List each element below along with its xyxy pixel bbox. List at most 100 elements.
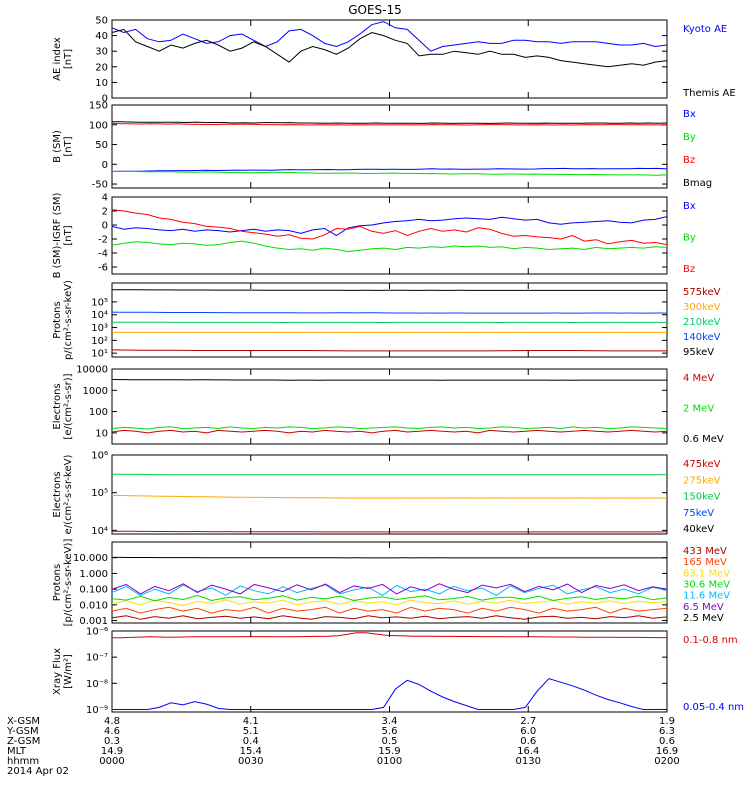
x-row-label: Y-GSM: [6, 726, 39, 737]
x-tick-value: 0030: [238, 756, 263, 767]
x-tick-value: 0000: [99, 756, 124, 767]
y-axis-label-line: [W/m²]: [63, 654, 74, 689]
y-tick-label: 0: [102, 160, 108, 171]
series-line: [112, 311, 667, 314]
x-tick-value: 5.6: [382, 726, 398, 737]
y-axis-label-line: p/(cm²-s-sr-keV): [63, 280, 74, 360]
legend-label: Kyoto AE: [683, 24, 727, 35]
y-axis-label: Electrons [e/(cm²-s-sr)]: [52, 373, 74, 439]
x-tick-value: 4.1: [243, 716, 259, 727]
series-line: [112, 28, 667, 68]
y-tick-label: 10⁴: [91, 526, 108, 537]
y-tick-label: 2: [102, 207, 108, 218]
x-tick-value: 3.4: [382, 716, 398, 727]
y-axis-label-line: e/(cm²-s-sr-keV): [63, 455, 74, 535]
x-tick-value: 0.6: [520, 736, 536, 747]
y-tick-label: 10⁻⁸: [86, 679, 108, 690]
y-tick-label: -6: [98, 263, 108, 274]
legend-label: 30.6 MeV: [683, 580, 730, 591]
legend-label: By: [683, 132, 696, 143]
legend-label: 150keV: [683, 492, 721, 503]
x-tick-value: 4.6: [104, 726, 120, 737]
legend-label: By: [683, 233, 696, 244]
series-line: [112, 678, 667, 710]
series-line: [112, 429, 667, 434]
series-line: [112, 240, 667, 253]
y-tick-label: 30: [95, 47, 108, 58]
y-axis-label-line: Protons: [52, 301, 63, 338]
x-tick-value: 16.4: [517, 746, 539, 757]
y-axis-label-line: [p/(cm²-s-sr-keV)]: [63, 539, 74, 627]
x-tick-value: 14.9: [101, 746, 123, 757]
panel-frame: [111, 630, 668, 713]
series-line: [112, 170, 667, 176]
x-tick-value: 0130: [516, 756, 541, 767]
series-line: [112, 379, 667, 381]
legend-label: 75keV: [683, 508, 714, 519]
y-tick-label: 100: [89, 407, 108, 418]
legend-label: Themis AE: [682, 88, 736, 99]
series-line: [112, 584, 667, 596]
panel-xray: 10⁻⁹ 10⁻⁸ 10⁻⁷ 10⁻⁶ Xray Flux [W/m²] 0.1-0.8 n…: [52, 627, 744, 716]
y-tick-label: 150: [89, 101, 108, 112]
y-tick-label: 10³: [91, 323, 108, 334]
legend-label: 210keV: [683, 317, 721, 328]
x-row-label: X-GSM: [7, 716, 40, 727]
series-line: [112, 594, 667, 602]
y-axis-label: Electrons e/(cm²-s-sr-keV): [52, 455, 74, 535]
y-axis-label-line: [e/(cm²-s-sr)]: [63, 373, 74, 439]
y-tick-label: 0.001: [79, 616, 108, 627]
y-tick-label: 20: [95, 62, 108, 73]
series-line: [112, 167, 667, 172]
x-tick-value: 0100: [377, 756, 402, 767]
y-axis-label-line: Electrons: [52, 471, 63, 517]
legend-label: 300keV: [683, 302, 721, 313]
y-axis-label-line: [nT]: [63, 225, 74, 245]
legend-label: 575keV: [683, 287, 721, 298]
series-line: [112, 122, 667, 126]
panel-protons_low: 10¹ 10² 10³ 10⁴ 10⁵ Protons p/(cm²-s-sr-keV) 57…: [52, 280, 721, 360]
panel-ae: 0 10 20 30 40 50 AE index [nT] Kyoto AE Themis AE: [52, 16, 736, 105]
series-line: [112, 599, 667, 607]
y-axis-label-line: Electrons: [52, 383, 63, 429]
legend-label: 475keV: [683, 459, 721, 470]
y-tick-label: 10.000: [73, 553, 108, 564]
legend-label: Bz: [683, 264, 695, 275]
y-tick-label: 50: [95, 16, 108, 27]
y-tick-label: 10²: [91, 336, 108, 347]
x-row-label: MLT: [7, 746, 27, 757]
x-tick-value: 0.6: [659, 736, 675, 747]
y-axis-label-line: [nT]: [63, 49, 74, 69]
x-tick-value: 4.8: [104, 716, 120, 727]
legend-label: Bmag: [683, 178, 712, 189]
y-axis-label-line: B (SM): [52, 130, 63, 163]
series-line: [112, 583, 667, 595]
y-tick-label: 1000: [83, 386, 108, 397]
legend-label: Bz: [683, 155, 695, 166]
y-axis-label-line: Protons: [52, 564, 63, 601]
panel-electrons_low: 10⁴ 10⁵ 10⁶ Electrons e/(cm²-s-sr-keV) 475keV…: [52, 451, 721, 537]
x-tick-value: 0200: [654, 756, 679, 767]
y-axis-label-line: [nT]: [63, 136, 74, 156]
series-line: [112, 349, 667, 352]
series-line: [112, 556, 667, 559]
legend-label: 2 MeV: [683, 404, 714, 415]
y-tick-label: 50: [95, 140, 108, 151]
legend-label: 6.5 MeV: [683, 602, 724, 613]
y-tick-label: -4: [98, 249, 108, 260]
series-line: [112, 21, 667, 52]
series-line: [112, 289, 667, 291]
series-line: [112, 209, 667, 246]
y-axis-label: B (SM) [nT]: [52, 130, 74, 163]
y-tick-label: 10⁵: [91, 297, 108, 308]
y-axis-label-line: Xray Flux: [52, 648, 63, 695]
y-axis-label: Protons p/(cm²-s-sr-keV): [52, 280, 74, 360]
y-tick-label: 0: [102, 221, 108, 232]
x-row-label: Z-GSM: [7, 736, 40, 747]
y-tick-label: 10: [95, 428, 108, 439]
y-axis-label: Xray Flux [W/m²]: [52, 648, 74, 695]
series-line: [112, 473, 667, 476]
